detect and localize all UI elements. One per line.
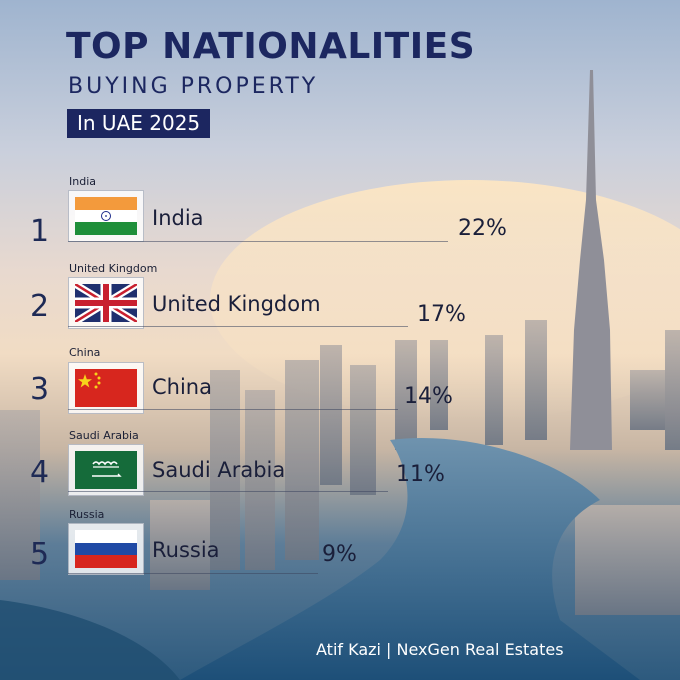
country-name: India bbox=[152, 206, 204, 230]
saudi-flag bbox=[68, 444, 144, 496]
small-country-label: Saudi Arabia bbox=[69, 429, 139, 442]
small-country-label: India bbox=[69, 175, 96, 188]
country-name: Saudi Arabia bbox=[152, 458, 286, 482]
uk-flag bbox=[68, 277, 144, 329]
rank-number: 3 bbox=[30, 372, 50, 407]
country-name: United Kingdom bbox=[152, 292, 321, 316]
share-bar bbox=[68, 573, 318, 574]
footer-credit: Atif Kazi | NexGen Real Estates bbox=[316, 640, 564, 659]
page-subtitle: BUYING PROPERTY bbox=[68, 74, 319, 99]
percentage: 11% bbox=[396, 462, 445, 487]
percentage: 14% bbox=[404, 384, 453, 409]
share-bar bbox=[68, 409, 398, 410]
share-bar bbox=[68, 491, 388, 492]
china-flag bbox=[68, 362, 144, 414]
country-name: China bbox=[152, 375, 212, 399]
rank-number: 2 bbox=[30, 289, 50, 324]
percentage: 9% bbox=[322, 542, 357, 567]
share-bar bbox=[68, 241, 448, 242]
year-badge: In UAE 2025 bbox=[67, 109, 211, 138]
country-name: Russia bbox=[152, 538, 220, 562]
india-flag bbox=[68, 190, 144, 242]
percentage: 17% bbox=[417, 302, 466, 327]
rank-number: 5 bbox=[30, 537, 50, 572]
russia-flag bbox=[68, 523, 144, 575]
share-bar bbox=[68, 326, 408, 327]
rank-number: 4 bbox=[30, 455, 50, 490]
page-title: TOP NATIONALITIES bbox=[66, 26, 476, 67]
small-country-label: United Kingdom bbox=[69, 262, 158, 275]
small-country-label: Russia bbox=[69, 508, 105, 521]
small-country-label: China bbox=[69, 346, 101, 359]
rank-number: 1 bbox=[30, 214, 50, 249]
percentage: 22% bbox=[458, 216, 507, 241]
